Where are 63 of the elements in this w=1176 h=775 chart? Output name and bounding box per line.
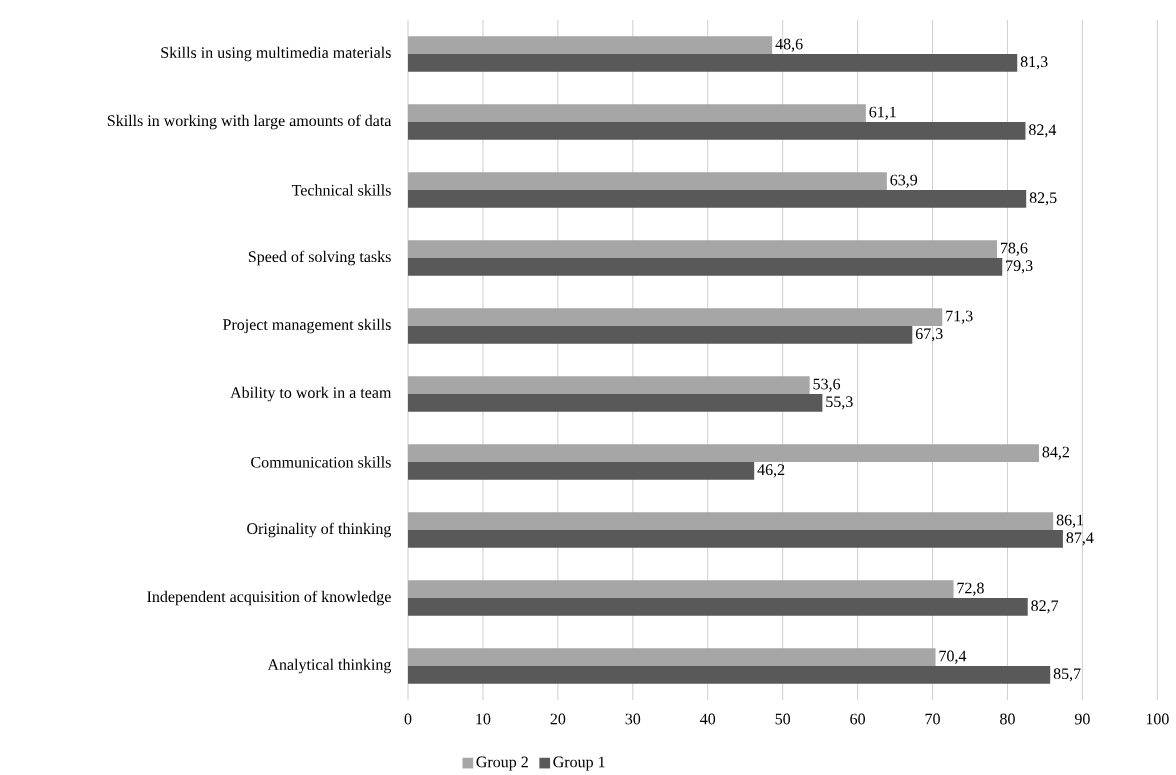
x-tick-label: 70 (925, 713, 940, 725)
data-label: 72,8 (957, 582, 984, 596)
y-tick-label: Analytical thinking (267, 658, 392, 674)
bar (408, 172, 887, 191)
legend-label: Group 2 (476, 756, 528, 771)
data-label: 86,1 (1056, 514, 1084, 528)
data-label: 82,5 (1029, 192, 1057, 206)
bar (408, 394, 823, 412)
bar (408, 122, 1026, 140)
data-label: 55,3 (826, 396, 853, 410)
data-label: 63,9 (890, 174, 918, 188)
bar (408, 598, 1028, 616)
data-label: 82,4 (1029, 124, 1057, 138)
y-tick-label: Technical skills (291, 184, 391, 196)
y-tick-label: Skills in working with large amounts of data (107, 114, 392, 130)
bar (408, 54, 1018, 72)
data-label: 46,2 (757, 464, 785, 478)
bar (408, 326, 913, 344)
data-label: 70,4 (939, 650, 967, 664)
bar (408, 36, 773, 55)
data-label: 67,3 (915, 328, 943, 342)
data-label: 53,6 (813, 378, 841, 392)
y-tick-label: Ability to work in a team (230, 386, 392, 402)
bar (408, 308, 943, 327)
legend-label: Group 1 (553, 756, 605, 771)
bar (408, 512, 1054, 531)
data-label: 71,3 (946, 310, 973, 324)
bar (408, 376, 810, 395)
x-tick-label: 100 (1146, 713, 1169, 725)
x-tick-label: 80 (1000, 713, 1015, 725)
y-tick-label: Project management skills (222, 318, 391, 334)
bar (408, 190, 1027, 208)
y-tick-label: Originality of thinking (247, 522, 392, 538)
bar (408, 444, 1039, 463)
data-label: 61,1 (869, 106, 896, 120)
y-tick-label: Speed of solving tasks (248, 250, 391, 266)
bar (408, 104, 866, 123)
x-tick-label: 40 (700, 713, 716, 725)
y-tick-label: Communication skills (251, 456, 391, 468)
data-label: 87,4 (1066, 532, 1094, 546)
y-tick-label: Skills in using multimedia materials (161, 46, 391, 62)
y-tick-label: Independent acquisition of knowledge (147, 590, 391, 606)
x-tick-label: 30 (625, 713, 641, 725)
bar (408, 258, 1003, 276)
bar (408, 462, 755, 480)
data-label: 84,2 (1042, 446, 1069, 460)
bar (408, 240, 997, 259)
bar (408, 648, 936, 667)
data-label: 82,7 (1031, 600, 1059, 614)
data-label: 78,6 (1000, 242, 1028, 256)
x-tick-label: 10 (476, 713, 491, 725)
bar (408, 666, 1051, 684)
bar (408, 530, 1063, 548)
data-label: 81,3 (1020, 56, 1048, 70)
data-label: 79,3 (1006, 260, 1033, 274)
x-tick-label: 50 (775, 713, 791, 725)
data-label: 48,6 (775, 38, 803, 52)
x-tick-label: 0 (404, 713, 412, 725)
data-label: 85,7 (1053, 668, 1081, 682)
x-tick-label: 90 (1074, 713, 1090, 725)
bar (408, 580, 954, 599)
x-tick-label: 60 (850, 713, 865, 725)
x-tick-label: 20 (550, 713, 566, 725)
